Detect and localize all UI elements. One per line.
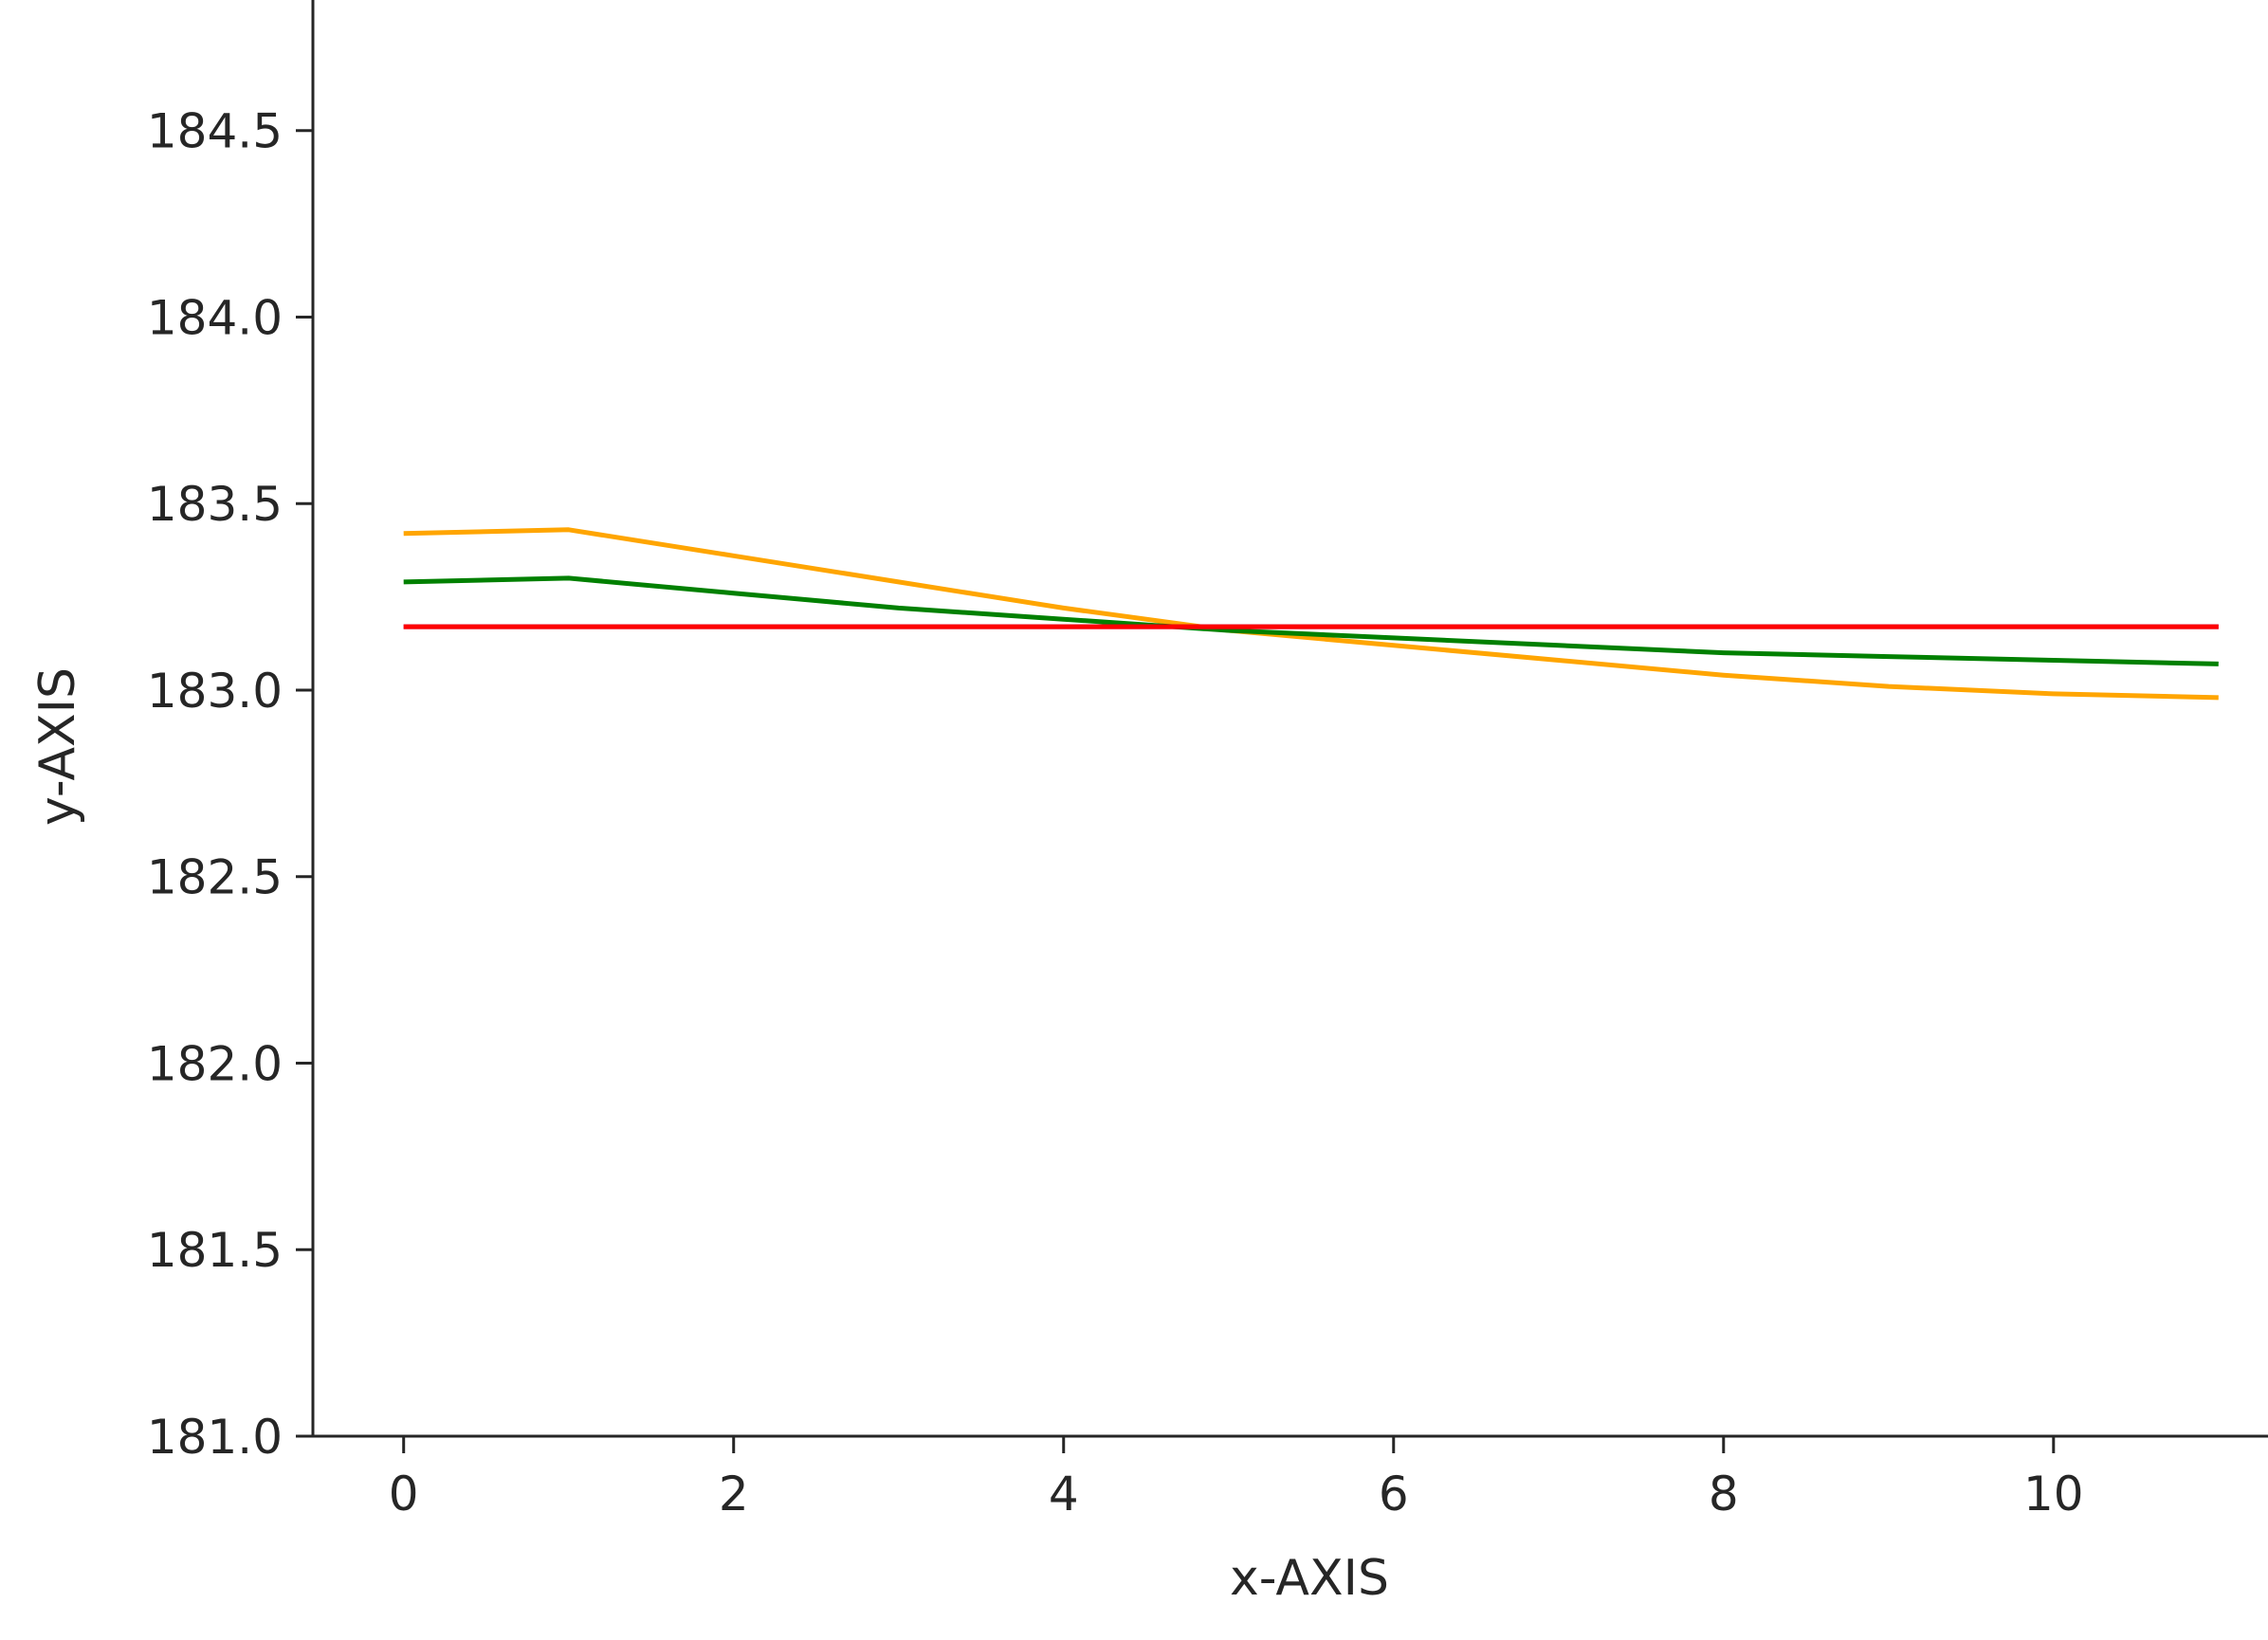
axes-layer: [311, 0, 2268, 1438]
y-tick-label: 184.5: [147, 104, 283, 159]
x-axis-label: x-AXIS: [1230, 1550, 1389, 1607]
x-tick-label: 4: [1049, 1467, 1079, 1522]
x-tick-label: 6: [1379, 1467, 1409, 1522]
y-ticks: 181.0 181.5 182.0 182.5 183.0 183.5 184.0 184.5: [147, 104, 313, 1465]
series-line-1: [403, 527, 2219, 701]
y-tick-label: 182.5: [147, 850, 283, 905]
y-tick-label: 181.0: [147, 1410, 283, 1465]
y-tick-label: 181.5: [147, 1223, 283, 1278]
y-tick-label: 182.0: [147, 1036, 283, 1091]
y-tick-label: 183.5: [147, 477, 283, 532]
y-tick-label: 184.0: [147, 290, 283, 345]
x-tick-label: 0: [389, 1467, 419, 1522]
y-axis-label: y-AXIS: [29, 667, 86, 826]
series-line-2: [403, 575, 2219, 666]
series-layer: [403, 527, 2219, 701]
x-ticks: 0 2 4 6 8 10: [389, 1436, 2084, 1522]
x-tick-label: 2: [719, 1467, 749, 1522]
y-tick-label: 183.0: [147, 664, 283, 719]
x-tick-label: 8: [1709, 1467, 1739, 1522]
x-tick-label: 10: [2023, 1467, 2084, 1522]
